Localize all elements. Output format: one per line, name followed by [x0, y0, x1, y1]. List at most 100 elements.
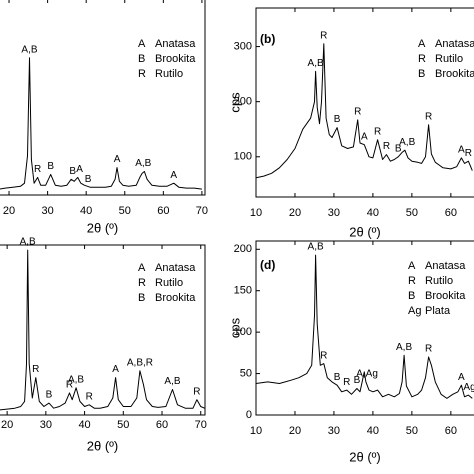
legend-label: Anatasa [425, 260, 466, 272]
x-tick-label: 20 [289, 425, 301, 437]
peak-label: A,B [308, 58, 324, 69]
y-tick-label: 150 [234, 285, 252, 297]
peak-label: R [383, 141, 390, 152]
panel-label: (d) [260, 258, 275, 272]
legend-label: Brookita [425, 290, 466, 302]
peak-label: A [112, 364, 119, 375]
plot-frame [255, 7, 474, 198]
x-tick-label: 50 [406, 425, 418, 437]
x-tick-label: 40 [78, 419, 90, 431]
legend-symbol: B [418, 68, 425, 80]
peak-label: A,B [68, 374, 84, 385]
peak-label: A,B [20, 237, 36, 248]
plot-frame [255, 240, 474, 416]
peak-label: A,B [21, 44, 37, 55]
peak-label: R [425, 111, 432, 122]
legend-label: Rutilo [425, 275, 453, 287]
peak-label: R [354, 106, 361, 117]
legend-symbol: A [418, 38, 426, 50]
x-axis-label: 2θ (º) [87, 438, 118, 453]
xrd-curve [255, 254, 473, 399]
y-tick-label: 100 [234, 151, 252, 163]
legend-label: Rutilo [155, 68, 183, 80]
y-tick-label: 50 [240, 367, 252, 379]
peak-label: A,B [396, 342, 412, 353]
peak-label: R [66, 380, 73, 391]
legend-label: Rutilo [435, 53, 463, 65]
peak-label: A,B [135, 158, 151, 169]
peak-label: A [170, 170, 177, 181]
x-tick-label: 60 [445, 207, 457, 219]
plot-frame [0, 0, 206, 196]
legend-label: Plata [425, 305, 451, 317]
legend-label: Brookita [435, 68, 474, 80]
x-tick-label: 70 [196, 205, 208, 217]
peak-label: A [458, 145, 465, 156]
peak-label: B [354, 375, 361, 386]
peak-label: A,B,R [127, 357, 153, 368]
legend-symbol: R [408, 275, 416, 287]
y-tick-label: 0 [246, 409, 252, 421]
legend-label: Brookita [155, 292, 196, 304]
x-tick-label: 20 [289, 207, 301, 219]
y-tick-label: 200 [234, 96, 252, 108]
plot-frame [0, 244, 206, 416]
xrd-curve [0, 57, 202, 190]
x-tick-label: 30 [40, 419, 52, 431]
y-tick-label: 300 [234, 40, 252, 52]
x-axis-label: 2θ (º) [87, 220, 118, 235]
legend-label: Anatasa [155, 38, 196, 50]
peak-label: A [76, 164, 83, 175]
x-tick-label: 40 [367, 207, 379, 219]
peak-label: A [114, 154, 121, 165]
x-tick-label: 20 [3, 205, 15, 217]
legend-symbol: A [138, 38, 146, 50]
y-axis-label: cps [227, 317, 242, 338]
x-tick-label: 30 [41, 205, 53, 217]
panel-label: (b) [260, 32, 275, 46]
legend-symbol: Ag [408, 305, 421, 317]
x-tick-label: 30 [328, 425, 340, 437]
legend-label: Anatasa [155, 262, 196, 274]
peak-label: A,Ag [356, 368, 378, 379]
peak-label: B [334, 372, 341, 383]
x-tick-label: 50 [119, 205, 131, 217]
peak-label: R [465, 148, 472, 159]
x-axis-label: 2θ (º) [349, 224, 380, 239]
peak-label: A,B [399, 137, 415, 148]
legend-symbol: A [408, 260, 416, 272]
xrd-curve [255, 43, 473, 179]
x-tick-label: 60 [445, 425, 457, 437]
peak-label: A,B [308, 242, 324, 253]
legend-symbol: B [138, 53, 145, 65]
peak-label: R [32, 364, 39, 375]
xrd-curve [0, 249, 205, 411]
y-axis-label: cps [227, 92, 242, 113]
x-tick-label: 40 [80, 205, 92, 217]
x-tick-label: 30 [328, 207, 340, 219]
legend-symbol: R [138, 68, 146, 80]
peak-label: R [34, 164, 41, 175]
x-tick-label: 60 [156, 419, 168, 431]
y-tick-label: 200 [234, 243, 252, 255]
x-axis-label: 2θ (º) [349, 449, 380, 464]
x-tick-label: 70 [195, 419, 207, 431]
legend-symbol: A [138, 262, 146, 274]
x-tick-label: 60 [157, 205, 169, 217]
peak-label: A [361, 131, 368, 142]
peak-label: R [193, 386, 200, 397]
peak-label: B [85, 174, 92, 185]
legend-label: Anatasa [435, 38, 474, 50]
peak-label: R [425, 344, 432, 355]
peak-label: R [343, 377, 350, 388]
peak-label: B [395, 143, 402, 154]
legend-label: Rutilo [155, 277, 183, 289]
x-tick-label: 50 [406, 207, 418, 219]
peak-label: A,B [164, 376, 180, 387]
x-tick-label: 10 [250, 207, 262, 219]
peak-label: B [334, 114, 341, 125]
peak-label: R [374, 126, 381, 137]
legend-symbol: R [418, 53, 426, 65]
legend-label: Brookita [155, 53, 196, 65]
